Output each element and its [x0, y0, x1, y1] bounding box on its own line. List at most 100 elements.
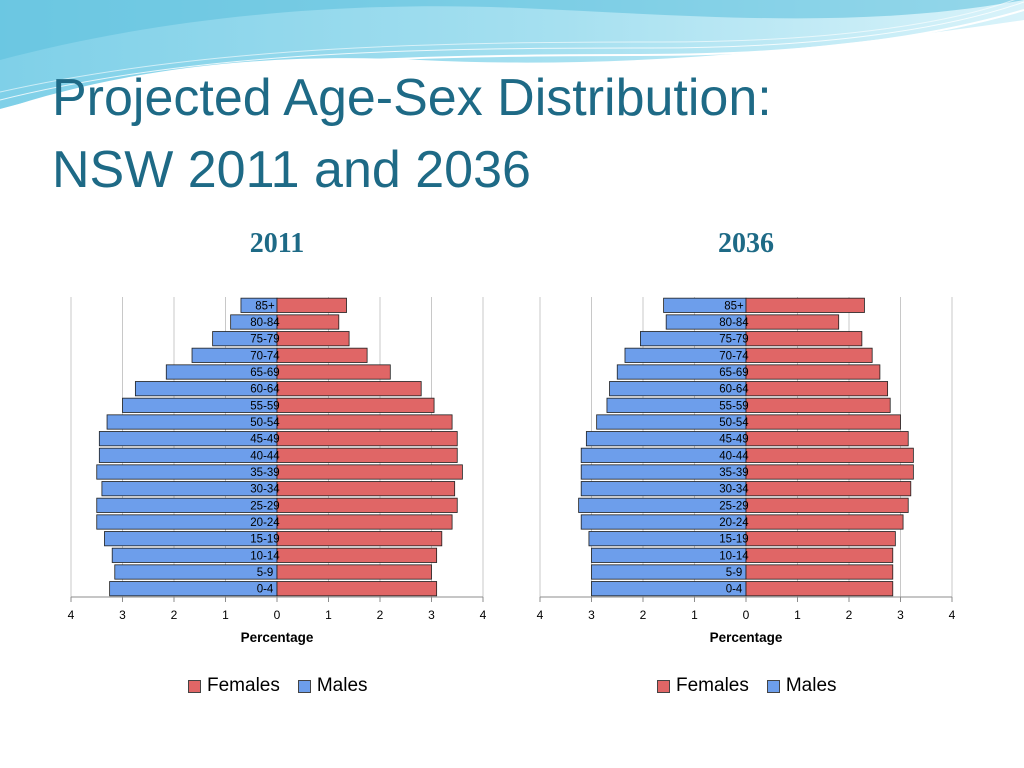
bar-females — [276, 364, 391, 380]
bar-females — [276, 581, 438, 597]
bar-females — [276, 464, 463, 480]
age-group-label: 15-19 — [250, 534, 279, 546]
legend-item-females: Females — [657, 675, 749, 697]
age-group-label: 35-39 — [250, 467, 279, 479]
legend-label-females: Females — [207, 675, 280, 696]
slide-title: Projected Age-Sex Distribution: NSW 2011… — [52, 62, 952, 206]
legend-swatch-males — [766, 679, 780, 693]
x-tick-label: 4 — [480, 608, 487, 622]
x-tick-label: 2 — [846, 608, 853, 622]
x-tick-label: 3 — [428, 608, 435, 622]
bar-females — [745, 481, 912, 497]
age-group-label: 30-34 — [719, 484, 749, 496]
age-group-label: 50-54 — [719, 417, 749, 429]
age-group-label: 40-44 — [719, 450, 749, 462]
legend-2011: Females Males — [188, 674, 386, 698]
chart-title-2011: 2011 — [249, 228, 305, 259]
x-axis-title: Percentage — [710, 630, 783, 645]
bar-females — [276, 547, 438, 563]
legend-item-males: Males — [297, 675, 368, 697]
legend-swatch-males — [297, 679, 311, 693]
bar-females — [276, 347, 368, 363]
bar-females — [276, 414, 453, 430]
age-group-label: 45-49 — [719, 434, 748, 446]
x-tick-label: 2 — [171, 608, 178, 622]
legend-label-females: Females — [676, 675, 749, 696]
x-axis-title: Percentage — [241, 630, 314, 645]
age-group-label: 85+ — [724, 300, 744, 312]
x-tick-label: 1 — [325, 608, 332, 622]
bar-females — [745, 347, 873, 363]
age-group-label: 0-4 — [257, 584, 274, 596]
bar-females — [276, 331, 350, 347]
x-tick-label: 4 — [949, 608, 956, 622]
slide-title-line-2: NSW 2011 and 2036 — [52, 141, 531, 199]
x-tick-label: 4 — [68, 608, 75, 622]
x-tick-label: 3 — [588, 608, 595, 622]
x-tick-label: 0 — [274, 608, 281, 622]
age-group-label: 5-9 — [726, 567, 743, 579]
bar-females — [745, 497, 909, 513]
age-group-label: 45-49 — [250, 434, 279, 446]
bar-males — [591, 581, 747, 597]
bar-females — [745, 414, 901, 430]
bar-females — [276, 431, 458, 447]
age-group-label: 60-64 — [250, 384, 280, 396]
x-tick-label: 2 — [640, 608, 647, 622]
bar-females — [745, 531, 896, 547]
age-group-label: 60-64 — [719, 384, 749, 396]
bar-females — [745, 514, 904, 530]
x-tick-label: 3 — [119, 608, 126, 622]
legend-swatch-females — [657, 679, 670, 693]
chart-title-2036: 2036 — [718, 228, 774, 259]
bar-females — [745, 397, 891, 413]
bar-females — [276, 514, 453, 530]
x-tick-label: 1 — [794, 608, 801, 622]
bar-females — [745, 331, 863, 347]
age-group-label: 15-19 — [719, 534, 748, 546]
legend-item-males: Males — [766, 675, 837, 697]
age-group-label: 20-24 — [719, 517, 749, 529]
bar-females — [276, 297, 347, 313]
bar-females — [745, 431, 909, 447]
age-group-label: 80-84 — [719, 317, 749, 329]
bar-females — [745, 581, 894, 597]
bar-females — [745, 464, 914, 480]
x-tick-label: 0 — [743, 608, 750, 622]
age-group-label: 35-39 — [719, 467, 748, 479]
bar-females — [745, 364, 881, 380]
age-group-label: 10-14 — [719, 550, 749, 562]
age-group-label: 30-34 — [250, 484, 280, 496]
age-group-label: 55-59 — [719, 400, 748, 412]
age-group-label: 0-4 — [726, 584, 743, 596]
x-tick-label: 2 — [377, 608, 384, 622]
bar-females — [276, 447, 458, 463]
legend-swatch-females — [188, 679, 201, 693]
age-group-label: 80-84 — [250, 317, 280, 329]
bar-females — [745, 447, 914, 463]
legend-label-males: Males — [785, 675, 837, 696]
age-group-label: 65-69 — [250, 367, 279, 379]
slide-title-line-1: Projected Age-Sex Distribution: — [52, 69, 772, 127]
bar-females — [276, 531, 443, 547]
age-group-label: 70-74 — [250, 350, 280, 362]
decorative-banner — [0, 0, 1024, 111]
legend-2036: Females Males — [657, 674, 855, 698]
bar-females — [745, 564, 894, 580]
age-group-label: 65-69 — [719, 367, 748, 379]
bar-females — [745, 381, 889, 397]
age-group-label: 40-44 — [250, 450, 280, 462]
legend-item-females: Females — [188, 675, 280, 697]
age-group-label: 75-79 — [250, 334, 279, 346]
age-group-label: 70-74 — [719, 350, 749, 362]
population-pyramid-2011: 0-4 5-9 10-14 15-19 20-24 25-29 30-34 35-39 40-4… — [68, 297, 487, 645]
x-tick-label: 4 — [537, 608, 544, 622]
age-group-label: 55-59 — [250, 400, 279, 412]
bar-females — [276, 481, 456, 497]
bar-females — [745, 547, 894, 563]
age-group-label: 25-29 — [719, 500, 748, 512]
population-pyramid-2036: 0-4 5-9 10-14 15-19 20-24 25-29 30-34 35-39 40-4… — [537, 297, 956, 645]
age-group-label: 85+ — [255, 300, 275, 312]
bar-females — [276, 381, 422, 397]
bar-females — [276, 564, 432, 580]
